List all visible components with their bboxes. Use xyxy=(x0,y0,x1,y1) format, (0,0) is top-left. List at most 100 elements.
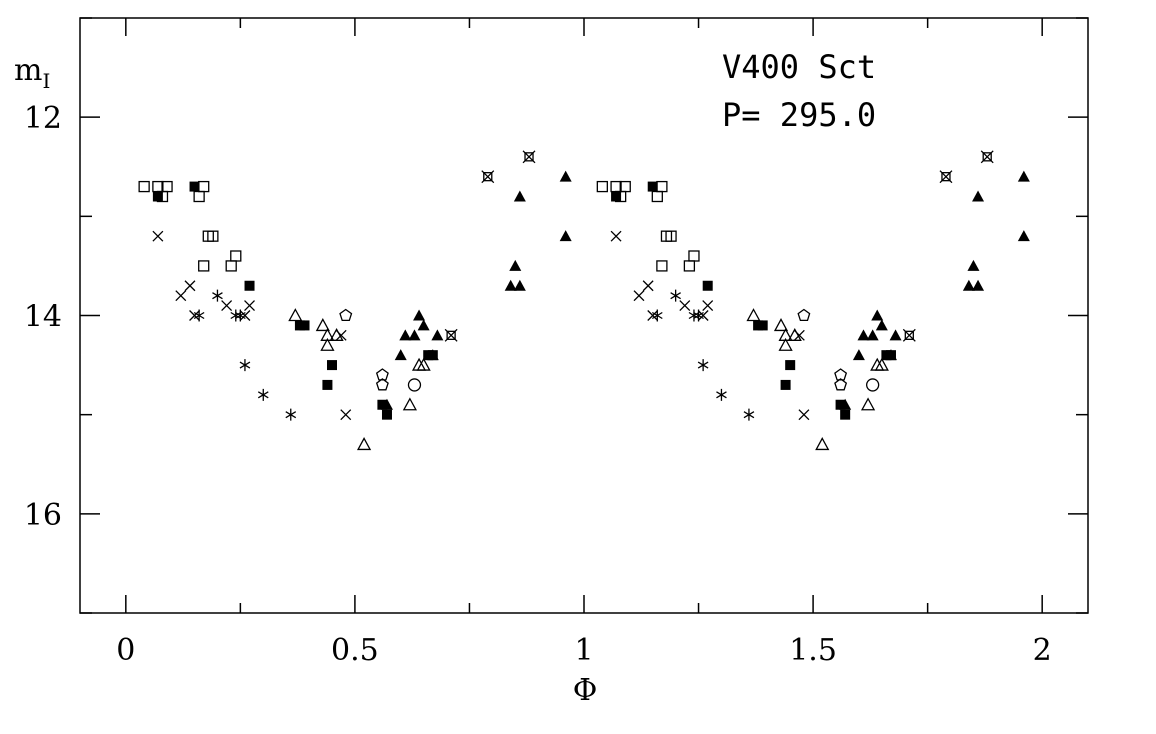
data-point-asterisk xyxy=(688,309,700,322)
data-point-asterisk xyxy=(716,388,727,401)
plot-frame xyxy=(79,17,1089,614)
data-point-asterisk xyxy=(212,289,223,302)
data-point-filled-triangle xyxy=(504,279,517,291)
data-point-filled-square xyxy=(780,379,791,390)
data-point-asterisk xyxy=(670,289,681,302)
data-point-open-pentagon xyxy=(834,378,848,391)
data-point-filled-square xyxy=(785,360,796,371)
data-point-open-triangle xyxy=(402,397,417,411)
data-point-filled-triangle xyxy=(559,230,572,242)
data-point-asterisk xyxy=(697,359,709,372)
data-point-open-square xyxy=(207,230,219,242)
data-point-filled-triangle xyxy=(967,259,980,271)
data-point-open-square xyxy=(683,260,696,272)
data-point-cross xyxy=(221,300,233,312)
data-point-open-triangle xyxy=(746,308,761,322)
data-point-open-square xyxy=(656,260,668,272)
axis-tick-labels: 0 0.5 1 1.5 2 12 14 16 xyxy=(24,101,1052,668)
data-point-open-triangle xyxy=(356,437,372,451)
data-point-star-square xyxy=(939,170,953,184)
x-tick-label: 1 xyxy=(574,633,593,668)
data-point-star-square xyxy=(902,328,916,342)
data-point-cross xyxy=(679,300,691,312)
data-point-asterisk xyxy=(239,359,251,372)
data-point-asterisk xyxy=(743,408,755,421)
data-point-open-square xyxy=(198,260,210,272)
data-point-open-triangle xyxy=(315,318,330,332)
data-point-open-square xyxy=(596,180,608,193)
data-point-filled-triangle xyxy=(559,170,572,182)
data-point-filled-triangle xyxy=(871,309,884,321)
data-point-cross xyxy=(189,310,201,321)
y-tick-label: 16 xyxy=(24,498,62,533)
data-point-filled-triangle xyxy=(839,398,852,410)
data-point-open-square xyxy=(651,190,663,203)
data-point-filled-triangle xyxy=(513,279,526,291)
data-point-open-pentagon xyxy=(339,308,353,322)
data-point-open-triangle xyxy=(860,397,876,411)
data-point-asterisk xyxy=(693,309,704,322)
data-point-asterisk xyxy=(285,408,297,421)
data-point-filled-triangle xyxy=(852,349,865,361)
data-point-open-square xyxy=(610,180,622,193)
data-point-open-square xyxy=(656,180,668,193)
y-tick-label: 12 xyxy=(24,101,62,136)
data-point-open-triangle xyxy=(320,337,335,351)
data-point-open-triangle xyxy=(778,337,793,351)
data-point-filled-square xyxy=(327,360,337,371)
data-point-filled-triangle xyxy=(408,329,421,341)
data-point-filled-square xyxy=(757,320,768,331)
data-point-open-square xyxy=(688,250,700,262)
data-point-filled-triangle xyxy=(875,319,888,331)
data-point-filled-triangle xyxy=(866,329,879,341)
axis-ticks xyxy=(80,17,1088,614)
data-point-filled-triangle xyxy=(413,309,426,321)
data-point-open-square xyxy=(193,190,205,203)
data-point-filled-triangle xyxy=(1017,230,1030,242)
data-point-cross xyxy=(239,310,251,321)
data-point-cross xyxy=(647,310,659,321)
data-point-filled-triangle xyxy=(889,329,902,341)
data-point-asterisk xyxy=(193,309,205,322)
data-point-open-square xyxy=(225,260,237,272)
data-point-filled-square xyxy=(381,409,392,420)
data-point-open-square xyxy=(152,180,164,193)
data-point-open-triangle xyxy=(416,357,431,371)
data-point-asterisk xyxy=(230,309,242,322)
data-point-filled-square xyxy=(322,379,333,390)
data-point-filled-triangle xyxy=(431,329,444,341)
y-axis-label: mI xyxy=(14,53,50,93)
data-point-star-square xyxy=(522,150,536,164)
data-point-cross xyxy=(184,280,196,292)
data-point-filled-square xyxy=(840,409,851,420)
y-axis-label-main: m xyxy=(14,53,42,88)
data-point-cross xyxy=(340,409,352,421)
data-point-asterisk xyxy=(235,309,246,322)
data-point-filled-square xyxy=(299,320,310,331)
data-point-filled-triangle xyxy=(426,349,439,361)
data-point-filled-triangle xyxy=(399,329,412,341)
data-point-filled-square xyxy=(244,280,255,291)
period-annotation: P= 295.0 xyxy=(722,96,876,134)
data-point-cross xyxy=(642,280,654,292)
data-point-open-pentagon xyxy=(375,368,389,381)
data-point-open-pentagon xyxy=(797,308,811,322)
data-point-open-circle xyxy=(407,378,422,392)
data-point-open-square xyxy=(198,180,210,193)
x-tick-label: 1.5 xyxy=(789,633,837,668)
star-name-annotation: V400 Sct xyxy=(722,48,876,86)
data-point-open-square xyxy=(619,180,631,193)
data-point-filled-triangle xyxy=(394,349,407,361)
data-point-filled-square xyxy=(702,280,713,291)
data-point-star-square xyxy=(481,170,495,184)
data-point-open-triangle xyxy=(815,437,830,451)
data-point-cross xyxy=(610,230,622,242)
x-axis-label: Φ xyxy=(573,673,598,708)
data-point-asterisk xyxy=(257,388,269,401)
data-point-cross xyxy=(702,300,714,312)
data-point-open-square xyxy=(230,250,242,262)
data-point-cross xyxy=(175,290,187,302)
data-point-filled-triangle xyxy=(884,349,897,361)
data-point-filled-square xyxy=(377,399,388,410)
data-point-filled-square xyxy=(647,181,658,192)
